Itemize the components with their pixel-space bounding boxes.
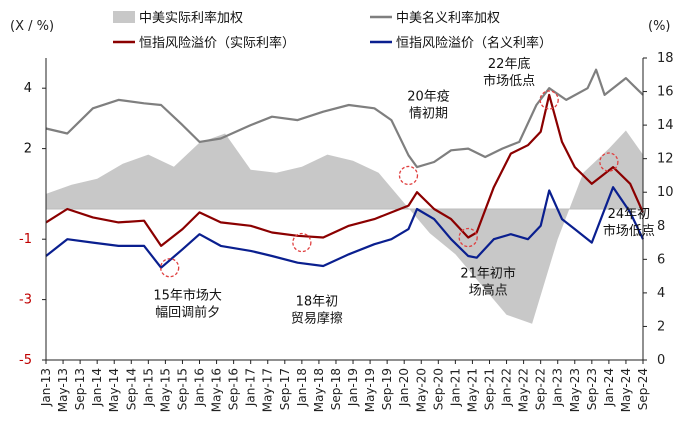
right-tick-label: 0 [657,353,665,368]
right-tick-label: 2 [657,319,665,334]
left-tick-label: 2 [24,142,32,157]
annotation-circles-layer [160,90,619,278]
series-line-erp-real [45,93,645,247]
annotation-label: 幅回调前夕 [155,305,220,321]
x-tick-label: May-16 [210,368,224,412]
legend-swatch-real-rate [113,11,135,23]
right-tick-label: 8 [657,219,665,234]
annotation-circle [160,258,180,278]
x-tick-label: May-23 [568,368,582,412]
x-tick-label: Jan-23 [551,368,565,407]
right-tick-label: 10 [657,185,674,200]
legend-label-erp-real: 恒指风险溢价（实际利率） [139,35,295,51]
x-tick-label: May-13 [56,368,70,412]
x-tick-label: Jan-16 [193,368,207,407]
x-tick-label: May-17 [261,368,275,412]
annotations-layer: 15年市场大幅回调前夕18年初贸易摩擦20年疫情初期21年初市场高点22年底市场… [153,56,655,327]
x-tick-label: Jan-21 [448,368,462,407]
x-tick-label: Sep-17 [278,368,292,410]
annotation-label: 20年疫 [407,88,450,104]
x-tick-label: Jan-17 [244,368,258,407]
legend-label-real-rate: 中美实际利率加权 [139,10,243,26]
annotation-label: 场高点 [469,283,508,299]
annotation-label: 22年底 [488,56,531,72]
annotation-circle [292,232,312,253]
x-tick-label: Sep-24 [636,368,650,410]
x-tick-label: Sep-16 [227,368,241,410]
real-rate-area-layer [46,130,643,324]
annotation-label: 市场低点 [603,223,655,239]
x-tick-label: Sep-18 [329,368,343,410]
annotation-label: 贸易摩擦 [291,311,343,327]
series-lines-layer [45,68,645,269]
legend-label-nominal-rate: 中美名义利率加权 [396,10,500,26]
left-tick-label: -3 [19,293,32,308]
x-tick-label: Jan-13 [39,368,53,407]
right-tick-label: 18 [657,51,674,66]
x-tick-label: Sep-22 [534,368,548,410]
right-tick-label: 4 [657,286,665,301]
x-tick-label: Jan-22 [500,368,514,407]
legend-label-erp-nominal: 恒指风险溢价（名义利率） [396,35,552,51]
annotation-label: 情初期 [409,106,448,121]
x-tick-label: May-19 [363,368,377,412]
right-tick-label: 12 [657,152,674,167]
left-tick-label: 4 [24,81,32,96]
x-tick-label: Sep-23 [585,368,599,410]
annotation-label: 21年初市 [460,266,516,282]
right-tick-label: 6 [657,252,665,267]
annotation-circle [398,165,419,186]
x-tick-label: Sep-20 [431,368,445,410]
x-tick-label: Jan-15 [141,368,155,407]
x-tick-label: Sep-19 [380,368,394,410]
left-tick-label: -5 [19,353,32,368]
x-tick-label: May-14 [107,368,121,412]
x-tick-label: Sep-13 [73,368,87,410]
x-tick-label: May-18 [312,368,326,412]
x-tick-label: Jan-20 [397,368,411,407]
x-tick-label: Jan-14 [90,368,104,407]
annotation-circle [458,227,478,248]
annotation-circle [539,90,559,110]
right-tick-label: 14 [657,118,674,133]
x-tick-label: Jan-19 [346,368,360,407]
x-tick-label: May-22 [517,368,531,412]
annotation-label: 市场低点 [483,73,535,89]
x-tick-label: Jan-18 [295,368,309,407]
annotation-label: 24年初 [608,207,651,222]
annotation-circle [599,152,619,172]
annotation-label: 15年市场大 [153,288,222,304]
x-tick-label: Sep-14 [124,368,138,410]
x-tick-label: May-15 [158,368,172,412]
x-tick-label: Sep-21 [482,368,496,410]
series-line-nominal-rate [45,68,644,169]
x-tick-label: May-21 [465,368,479,412]
right-axis-unit: (%) [648,19,671,34]
series-line-erp-nominal [45,186,644,269]
right-tick-label: 16 [657,85,674,100]
x-tick-label: May-20 [414,368,428,412]
left-axis-unit: (X / %) [10,19,54,34]
annotation-label: 18年初 [296,295,339,310]
left-tick-label: -1 [19,232,32,247]
x-tick-label: May-24 [619,368,633,412]
series-area-real-rate [46,130,643,324]
x-tick-label: Sep-15 [175,368,189,410]
x-tick-label: Jan-24 [602,368,616,407]
